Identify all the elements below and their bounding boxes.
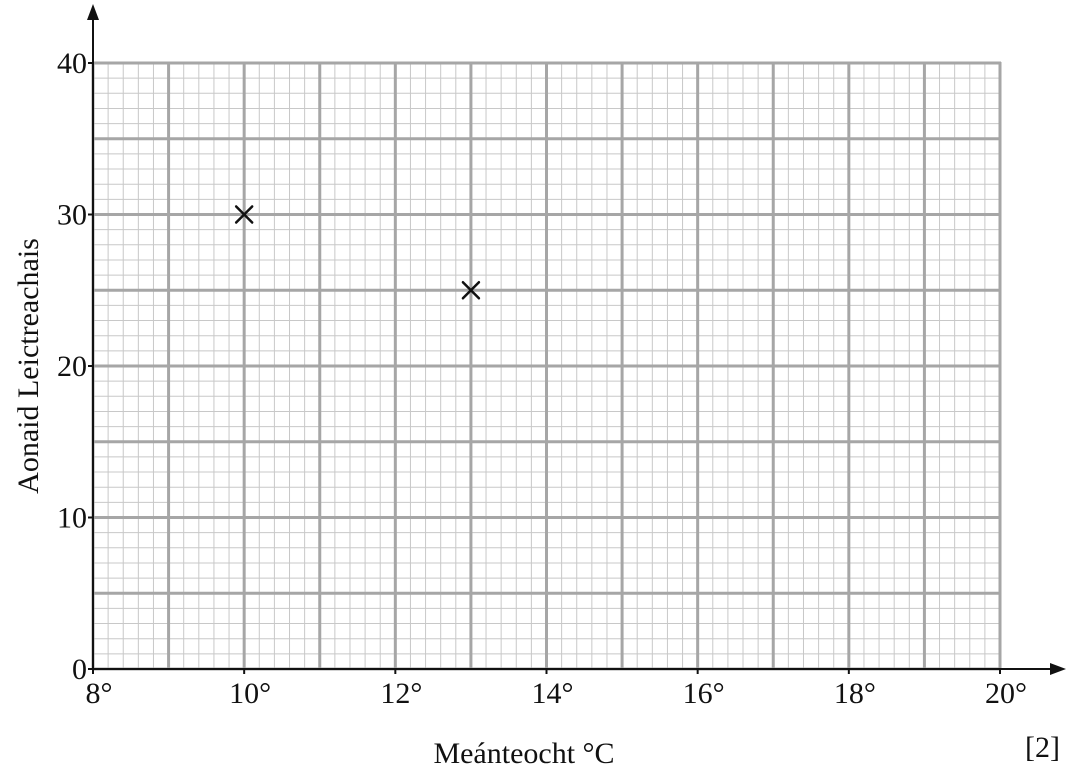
y-tick-label: 40 xyxy=(57,47,87,80)
marker-stroke xyxy=(234,205,254,224)
x-axis-arrowhead xyxy=(1050,663,1066,675)
marks-label: [2] xyxy=(1025,731,1060,764)
y-axis-arrowhead xyxy=(87,4,99,20)
x-tick-label: 8° xyxy=(86,677,113,710)
x-tick-label: 10° xyxy=(229,677,271,710)
x-axis-title: Meánteocht °C xyxy=(433,737,614,770)
x-tick-label: 14° xyxy=(532,677,574,710)
y-tick-label: 10 xyxy=(57,502,87,535)
y-axis-title: Aonaid Leictreachais xyxy=(12,238,45,494)
y-tick-labels: 0 10 20 30 40 xyxy=(57,47,87,686)
data-point-x-marker xyxy=(234,205,254,224)
x-tick-label: 12° xyxy=(380,677,422,710)
y-tick-label: 0 xyxy=(72,653,87,686)
x-tick-label: 20° xyxy=(985,677,1027,710)
axes xyxy=(87,4,1066,675)
y-tick-label: 30 xyxy=(57,199,87,232)
y-tick-label: 20 xyxy=(57,350,87,383)
x-tick-labels: 8° 10° 12° 14° 16° 18° 20° xyxy=(86,677,1028,710)
marker-stroke xyxy=(461,281,481,300)
data-points xyxy=(234,205,481,300)
x-tick-label: 18° xyxy=(834,677,876,710)
x-tick-label: 16° xyxy=(683,677,725,710)
data-point-x-marker xyxy=(461,281,481,300)
